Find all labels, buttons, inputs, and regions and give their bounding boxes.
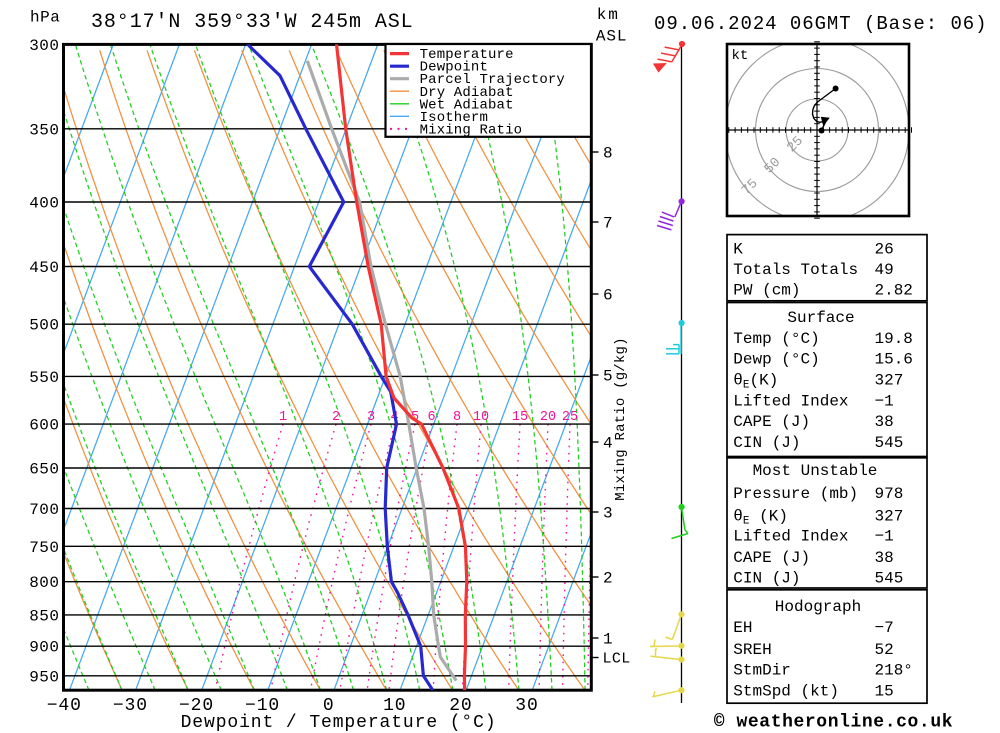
svg-text:kt: kt (732, 48, 749, 64)
svg-text:−40: −40 (47, 696, 82, 716)
svg-text:500: 500 (29, 317, 59, 335)
svg-text:3: 3 (367, 410, 375, 425)
svg-text:20: 20 (540, 410, 556, 425)
svg-text:Pressure (mb): Pressure (mb) (733, 485, 858, 503)
svg-text:Surface: Surface (787, 309, 854, 327)
svg-text:550: 550 (29, 369, 59, 387)
svg-text:38: 38 (875, 549, 894, 567)
svg-text:700: 700 (29, 501, 59, 519)
svg-text:400: 400 (29, 195, 59, 213)
svg-text:38: 38 (875, 413, 894, 431)
svg-text:CAPE (J): CAPE (J) (733, 413, 810, 431)
svg-text:950: 950 (29, 668, 59, 686)
svg-text:4: 4 (603, 435, 613, 453)
svg-text:−1: −1 (875, 528, 894, 546)
svg-text:km: km (597, 6, 620, 24)
svg-text:Temperature: Temperature (420, 47, 514, 63)
svg-text:30: 30 (515, 696, 538, 716)
svg-text:EH: EH (733, 619, 752, 637)
svg-text:750: 750 (29, 539, 59, 557)
svg-text:LCL: LCL (603, 651, 631, 668)
svg-text:350: 350 (29, 121, 59, 139)
svg-text:1: 1 (603, 631, 613, 649)
svg-text:38°17'N 359°33'W 245m ASL: 38°17'N 359°33'W 245m ASL (91, 11, 414, 34)
svg-text:Dry Adiabat: Dry Adiabat (420, 85, 514, 101)
svg-text:6: 6 (427, 410, 435, 425)
svg-text:8: 8 (453, 410, 461, 425)
svg-text:ASL: ASL (596, 28, 628, 46)
svg-text:52: 52 (875, 641, 894, 659)
svg-text:Lifted Index: Lifted Index (733, 392, 848, 410)
svg-text:6: 6 (603, 287, 613, 305)
svg-text:θE(K): θE(K) (733, 372, 778, 392)
svg-text:2.82: 2.82 (875, 282, 913, 300)
svg-text:650: 650 (29, 461, 59, 479)
svg-text:25: 25 (562, 410, 578, 425)
svg-text:10: 10 (473, 410, 489, 425)
svg-text:Dewp (°C): Dewp (°C) (733, 351, 819, 369)
svg-text:26: 26 (875, 241, 894, 259)
svg-text:CIN (J): CIN (J) (733, 434, 800, 452)
svg-text:20: 20 (449, 696, 472, 716)
svg-text:978: 978 (875, 485, 904, 503)
svg-text:−7: −7 (875, 619, 894, 637)
svg-text:Dewpoint: Dewpoint (420, 60, 488, 76)
svg-text:800: 800 (29, 574, 59, 592)
svg-text:Most Unstable: Most Unstable (753, 462, 878, 480)
svg-text:−1: −1 (875, 392, 894, 410)
svg-text:5: 5 (603, 368, 613, 386)
svg-text:2: 2 (603, 570, 613, 588)
svg-text:1: 1 (279, 410, 287, 425)
svg-text:545: 545 (875, 570, 904, 588)
svg-text:−30: −30 (113, 696, 148, 716)
svg-text:8: 8 (603, 145, 613, 163)
svg-text:StmDir: StmDir (733, 662, 791, 680)
svg-text:900: 900 (29, 639, 59, 657)
svg-text:5: 5 (411, 410, 419, 425)
svg-text:19.8: 19.8 (875, 330, 913, 348)
svg-text:−20: −20 (179, 696, 214, 716)
svg-text:15.6: 15.6 (875, 351, 913, 369)
svg-text:CIN (J): CIN (J) (733, 570, 800, 588)
svg-text:300: 300 (29, 37, 59, 55)
svg-text:218°: 218° (875, 662, 913, 680)
svg-text:Mixing Ratio: Mixing Ratio (420, 122, 523, 138)
svg-text:10: 10 (383, 696, 406, 716)
svg-text:Lifted Index: Lifted Index (733, 528, 848, 546)
svg-text:Temp (°C): Temp (°C) (733, 330, 819, 348)
svg-text:StmSpd (kt): StmSpd (kt) (733, 683, 839, 701)
svg-text:0: 0 (323, 696, 335, 716)
svg-text:850: 850 (29, 607, 59, 625)
svg-text:7: 7 (603, 215, 613, 233)
svg-text:49: 49 (875, 261, 894, 279)
svg-text:PW (cm): PW (cm) (733, 282, 800, 300)
svg-text:15: 15 (512, 410, 528, 425)
svg-text:K: K (733, 241, 743, 259)
svg-text:hPa: hPa (30, 9, 60, 27)
svg-text:Mixing Ratio (g/kg): Mixing Ratio (g/kg) (613, 337, 629, 500)
svg-text:327: 327 (875, 507, 904, 525)
svg-text:© weatheronline.co.uk: © weatheronline.co.uk (714, 713, 953, 733)
svg-text:15: 15 (875, 683, 894, 701)
svg-text:CAPE (J): CAPE (J) (733, 549, 810, 567)
svg-text:450: 450 (29, 259, 59, 277)
svg-text:545: 545 (875, 434, 904, 452)
svg-text:−10: −10 (245, 696, 280, 716)
svg-text:09.06.2024 06GMT (Base: 06): 09.06.2024 06GMT (Base: 06) (654, 13, 988, 35)
svg-text:2: 2 (332, 410, 340, 425)
svg-text:600: 600 (29, 417, 59, 435)
svg-text:3: 3 (603, 505, 613, 523)
svg-text:θE (K): θE (K) (733, 507, 788, 527)
svg-text:SREH: SREH (733, 641, 771, 659)
svg-text:327: 327 (875, 372, 904, 390)
svg-text:Dewpoint / Temperature (°C): Dewpoint / Temperature (°C) (181, 713, 497, 733)
svg-text:Isotherm: Isotherm (420, 110, 488, 126)
svg-text:Wet Adiabat: Wet Adiabat (420, 97, 514, 113)
svg-text:Hodograph: Hodograph (775, 598, 861, 616)
svg-text:Totals Totals: Totals Totals (733, 261, 858, 279)
svg-text:Parcel Trajectory: Parcel Trajectory (420, 72, 565, 88)
